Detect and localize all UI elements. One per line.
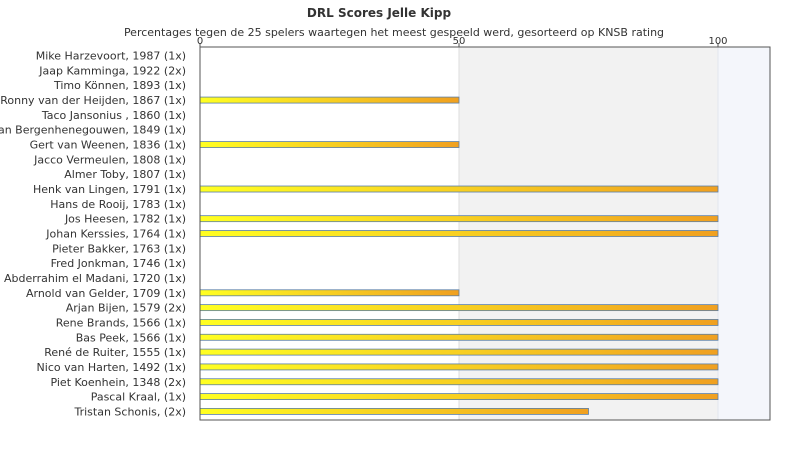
category-label: Almer Toby, 1807 (1x) [64, 168, 186, 181]
category-label: Arnold van Gelder, 1709 (1x) [26, 287, 186, 300]
category-label: Jacco Vermeulen, 1808 (1x) [33, 153, 186, 166]
category-label: Nico van Harten, 1492 (1x) [37, 361, 186, 374]
category-label: Abderrahim el Madani, 1720 (1x) [4, 272, 186, 285]
chart-title: DRL Scores Jelle Kipp [307, 6, 452, 20]
bar [199, 215, 719, 223]
category-label: Bas Peek, 1566 (1x) [76, 331, 186, 344]
bars-group [199, 96, 719, 415]
category-label: Piet Koenhein, 1348 (2x) [50, 376, 186, 389]
category-label: Arjan Bijen, 1579 (2x) [66, 302, 186, 315]
tick-label: 100 [708, 36, 727, 47]
bar [199, 96, 460, 104]
bar [199, 230, 719, 237]
tick-label: 50 [453, 36, 466, 47]
bar [199, 378, 719, 386]
category-label: Rene Brands, 1566 (1x) [56, 316, 186, 329]
bar [199, 185, 719, 193]
category-label: Pascal Kraal, (1x) [91, 391, 186, 404]
category-label: Ronny van der Heijden, 1867 (1x) [0, 94, 186, 107]
category-label: Tristan Schonis, (2x) [73, 405, 186, 418]
category-label: Johan Kerssies, 1764 (1x) [45, 228, 186, 241]
category-labels: Mike Harzevoort, 1987 (1x)Jaap Kamminga,… [0, 50, 186, 419]
category-label: Gert van Weenen, 1836 (1x) [30, 139, 186, 152]
bar [199, 408, 589, 415]
x-axis-ticks: 0 50 100 [197, 36, 728, 47]
category-label: Frans van Bergenhenegouwen, 1849 (1x) [0, 124, 186, 137]
category-label: René de Ruiter, 1555 (1x) [44, 346, 186, 359]
category-label: Henk van Lingen, 1791 (1x) [33, 183, 186, 196]
bar [199, 319, 719, 326]
bar [199, 393, 719, 400]
category-label: Hans de Rooij, 1783 (1x) [50, 198, 186, 211]
plot-frame [199, 46, 771, 421]
category-label: Fred Jonkman, 1746 (1x) [51, 257, 186, 270]
bar [199, 333, 719, 341]
category-label: Jaap Kamminga, 1922 (2x) [38, 64, 186, 77]
category-label: Jos Heesen, 1782 (1x) [64, 213, 186, 226]
band-100-plus [718, 47, 770, 420]
bar [199, 304, 719, 312]
category-label: Taco Jansonius , 1860 (1x) [41, 109, 186, 122]
category-label: Pieter Bakker, 1763 (1x) [52, 242, 186, 255]
bar [199, 289, 460, 297]
bar [199, 348, 719, 356]
tick-label: 0 [197, 36, 203, 47]
chart-subtitle: Percentages tegen de 25 spelers waartege… [124, 26, 664, 39]
category-label: Timo Können, 1893 (1x) [53, 79, 186, 92]
bar [199, 141, 460, 148]
bar [199, 363, 719, 371]
category-label: Mike Harzevoort, 1987 (1x) [36, 50, 186, 63]
